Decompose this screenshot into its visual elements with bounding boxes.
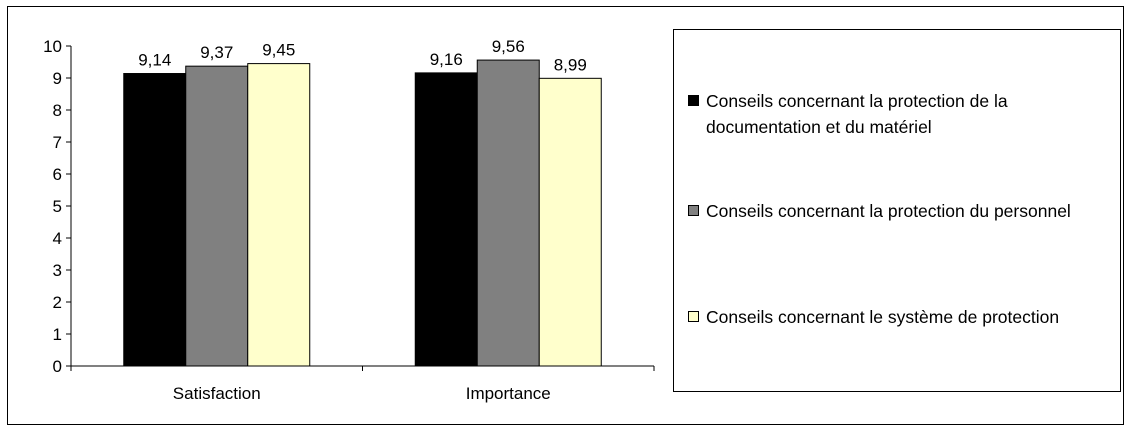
bar [414, 72, 478, 367]
bar [538, 77, 602, 367]
y-tick-label: 7 [53, 133, 62, 152]
legend: Conseils concernant la protection de la … [673, 29, 1121, 392]
y-tick-label: 1 [53, 325, 62, 344]
legend-item-personnel: Conseils concernant la protection du per… [688, 198, 1108, 224]
bar [476, 59, 540, 367]
bar [185, 65, 249, 367]
data-label: 9,16 [430, 50, 463, 69]
y-tick-label: 6 [53, 165, 62, 184]
data-label: 8,99 [554, 55, 587, 74]
legend-label-personnel: Conseils concernant la protection du per… [706, 201, 1071, 221]
y-tick-label: 10 [43, 37, 62, 56]
legend-label-system: Conseils concernant le système de protec… [706, 307, 1060, 327]
legend-swatch-documentation [688, 95, 699, 106]
y-tick-label: 3 [53, 261, 62, 280]
plot-area: 0 1 2 3 4 5 6 7 8 9 10 9,14 9,37 9,45 Satisfaction 9,16… [43, 37, 655, 403]
y-tick-label: 2 [53, 293, 62, 312]
bar [123, 73, 187, 367]
legend-swatch-personnel [688, 205, 699, 216]
y-tick-label: 4 [53, 229, 62, 248]
legend-swatch-system [688, 311, 699, 322]
y-tick-label: 5 [53, 197, 62, 216]
data-label: 9,37 [200, 43, 233, 62]
legend-item-system: Conseils concernant le système de protec… [688, 304, 1108, 330]
y-tick-label: 0 [53, 357, 62, 376]
data-label: 9,56 [492, 37, 525, 56]
x-category-label: Satisfaction [173, 384, 261, 403]
legend-item-documentation: Conseils concernant la protection de la … [688, 88, 1108, 140]
chart-frame: 0 1 2 3 4 5 6 7 8 9 10 9,14 9,37 9,45 Satisfaction 9,16… [7, 6, 1124, 425]
y-tick-label: 8 [53, 101, 62, 120]
data-label: 9,14 [138, 51, 171, 70]
data-label: 9,45 [262, 41, 295, 60]
bar [247, 63, 311, 367]
legend-label-documentation: Conseils concernant la protection de la … [706, 91, 1008, 137]
y-tick-label: 9 [53, 69, 62, 88]
x-category-label: Importance [466, 384, 551, 403]
